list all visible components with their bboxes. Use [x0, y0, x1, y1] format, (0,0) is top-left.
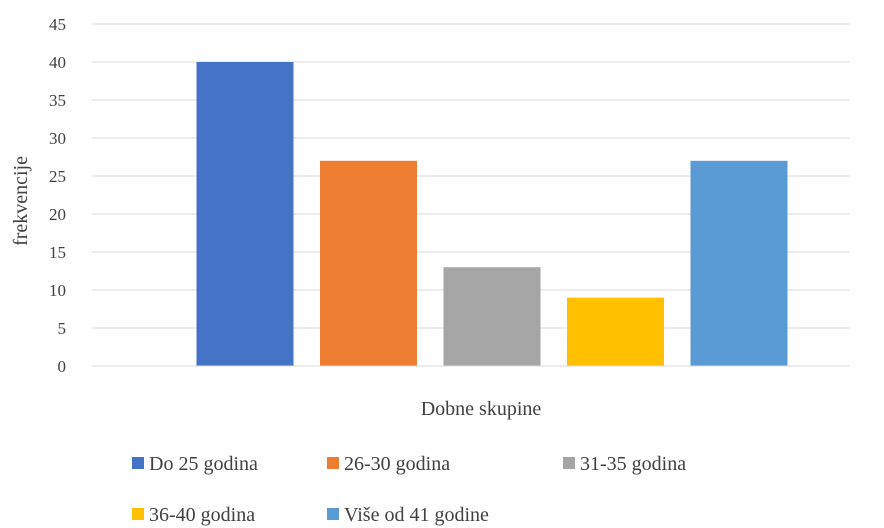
legend-swatch	[132, 457, 144, 469]
bar-36-40-godina	[567, 297, 664, 366]
bars	[196, 62, 788, 366]
y-tick-label: 45	[49, 15, 66, 34]
legend-label: 31-35 godina	[580, 453, 686, 475]
legend-swatch	[563, 457, 575, 469]
bar-vi-e-od-41-godine	[690, 160, 788, 366]
bar-31-35-godina	[443, 267, 541, 366]
legend-label: Više od 41 godine	[344, 504, 489, 526]
y-axis-title: frekvencije	[10, 156, 32, 246]
legend-label: 36-40 godina	[149, 504, 255, 526]
y-tick-label: 5	[58, 319, 67, 338]
legend-label: 26-30 godina	[344, 453, 450, 475]
y-tick-label: 20	[49, 205, 66, 224]
bar-do-25-godina	[196, 62, 294, 366]
y-tick-label: 0	[58, 357, 67, 376]
y-axis-ticks: 0 5 10 15 20 25 30 35 40 45	[49, 15, 66, 376]
legend-swatch	[327, 457, 339, 469]
y-tick-label: 25	[49, 167, 66, 186]
legend: Do 25 godina 26-30 godina 31-35 godina 36-4…	[132, 453, 686, 526]
y-tick-label: 35	[49, 91, 66, 110]
legend-swatch	[327, 508, 339, 520]
legend-swatch	[132, 508, 144, 520]
bar-26-30-godina	[320, 160, 417, 366]
y-tick-label: 30	[49, 129, 66, 148]
y-tick-label: 40	[49, 53, 66, 72]
x-axis-title: Dobne skupine	[421, 398, 542, 420]
legend-label: Do 25 godina	[149, 453, 258, 475]
y-tick-label: 15	[49, 243, 66, 262]
y-tick-label: 10	[49, 281, 66, 300]
